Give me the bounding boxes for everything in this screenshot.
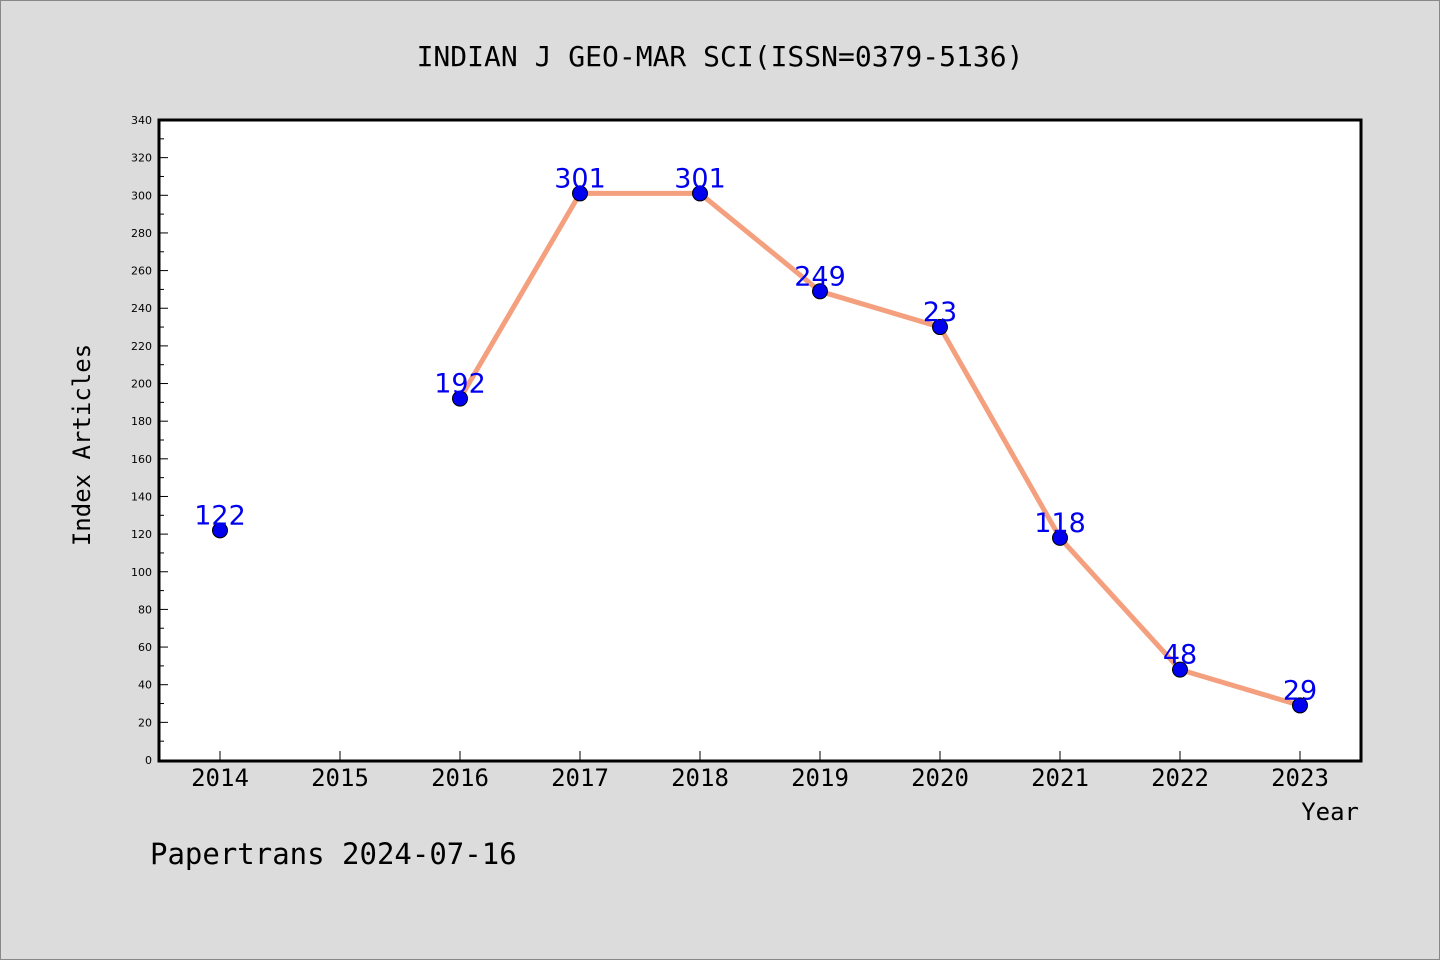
data-point: [452, 390, 468, 407]
data-label: 301: [554, 163, 606, 194]
plot-border: [157, 118, 1363, 763]
data-point: [1292, 697, 1308, 714]
plot-area: [159, 120, 1361, 761]
x-tick-label: 2019: [791, 764, 849, 792]
data-point: [692, 185, 708, 202]
x-axis-label: Year: [1301, 798, 1359, 826]
series-segment: [937, 324, 1063, 541]
data-point: [812, 283, 828, 300]
x-tick-label: 2020: [911, 764, 969, 792]
data-label: 122: [194, 500, 246, 531]
x-tick-label: 2017: [551, 764, 609, 792]
data-point: [932, 319, 948, 336]
x-axis-ticks: 2014 2015 2016 2017 2018 2019 2020 2021 2022 2023: [191, 751, 1329, 792]
y-tick-label: 20: [138, 716, 152, 729]
footer-source: Papertrans 2024-07-16: [150, 837, 517, 871]
x-tick-label: 2014: [191, 764, 249, 792]
y-tick-label: 180: [131, 415, 152, 428]
data-label: 29: [1283, 675, 1317, 706]
y-tick-label: 340: [131, 114, 152, 127]
x-tick-label: 2015: [311, 764, 369, 792]
y-tick-label: 200: [131, 378, 152, 391]
y-tick-label: 160: [131, 453, 152, 466]
data-point: [1052, 529, 1068, 546]
data-label: 249: [794, 261, 846, 292]
x-tick-label: 2021: [1031, 764, 1089, 792]
y-tick-label: 280: [131, 227, 152, 240]
series-segment: [1057, 535, 1183, 673]
data-label: 301: [674, 163, 726, 194]
y-tick-label: 260: [131, 265, 152, 278]
y-tick-label: 140: [131, 490, 152, 503]
y-tick-label: 60: [138, 641, 152, 654]
y-tick-label: 80: [138, 603, 152, 616]
data-label: 23: [923, 297, 957, 328]
y-tick-label: 120: [131, 528, 152, 541]
data-point: [212, 522, 228, 539]
data-point: [572, 185, 588, 202]
y-tick-label: 0: [145, 754, 152, 767]
y-tick-label: 240: [131, 302, 152, 315]
series-line: [457, 190, 1303, 708]
x-tick-label: 2018: [671, 764, 729, 792]
data-label: 192: [434, 369, 486, 400]
series-segment: [697, 190, 823, 294]
y-axis-label: Index Articles: [68, 344, 96, 546]
series-segment: [457, 190, 583, 402]
y-tick-label: 220: [131, 340, 152, 353]
series-segment: [817, 288, 943, 330]
x-tick-label: 2023: [1271, 764, 1329, 792]
y-tick-label: 40: [138, 679, 152, 692]
x-tick-label: 2022: [1151, 764, 1209, 792]
data-point: [1172, 661, 1188, 678]
y-axis-ticks: 0 20 40 60 80 100 120 140 160 180 200 220 240 260 280 3…: [131, 114, 168, 767]
data-labels: 122 192 301 301 249 23 118 48 29: [194, 163, 1317, 706]
chart-title: INDIAN J GEO-MAR SCI(ISSN=0379-5136): [417, 40, 1024, 73]
x-tick-label: 2016: [431, 764, 489, 792]
data-label: 118: [1034, 508, 1086, 539]
y-tick-label: 320: [131, 152, 152, 165]
data-label: 48: [1163, 640, 1197, 671]
series-points: [212, 185, 1308, 714]
series-segment: [1177, 667, 1303, 708]
y-tick-label: 300: [131, 189, 152, 202]
y-tick-label: 100: [131, 566, 152, 579]
